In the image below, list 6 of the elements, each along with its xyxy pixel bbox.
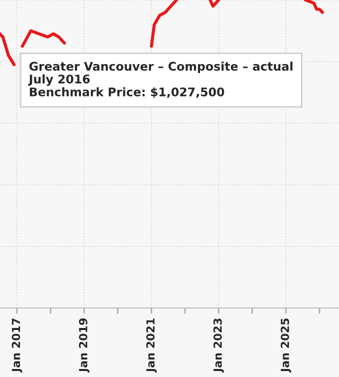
x-tick-label: Jan 2023 — [213, 318, 224, 373]
x-tick-label: Jan 2021 — [146, 318, 157, 373]
x-tick-label: Jan 2019 — [78, 318, 90, 373]
x-tick-label: Jan 2025 — [280, 318, 292, 373]
annotation: Greater Vancouver – Composite – actual July 2016 Benchmark Price: $1,027,500 — [28, 62, 292, 98]
x-tick-label: Jan 2017 — [12, 318, 22, 373]
